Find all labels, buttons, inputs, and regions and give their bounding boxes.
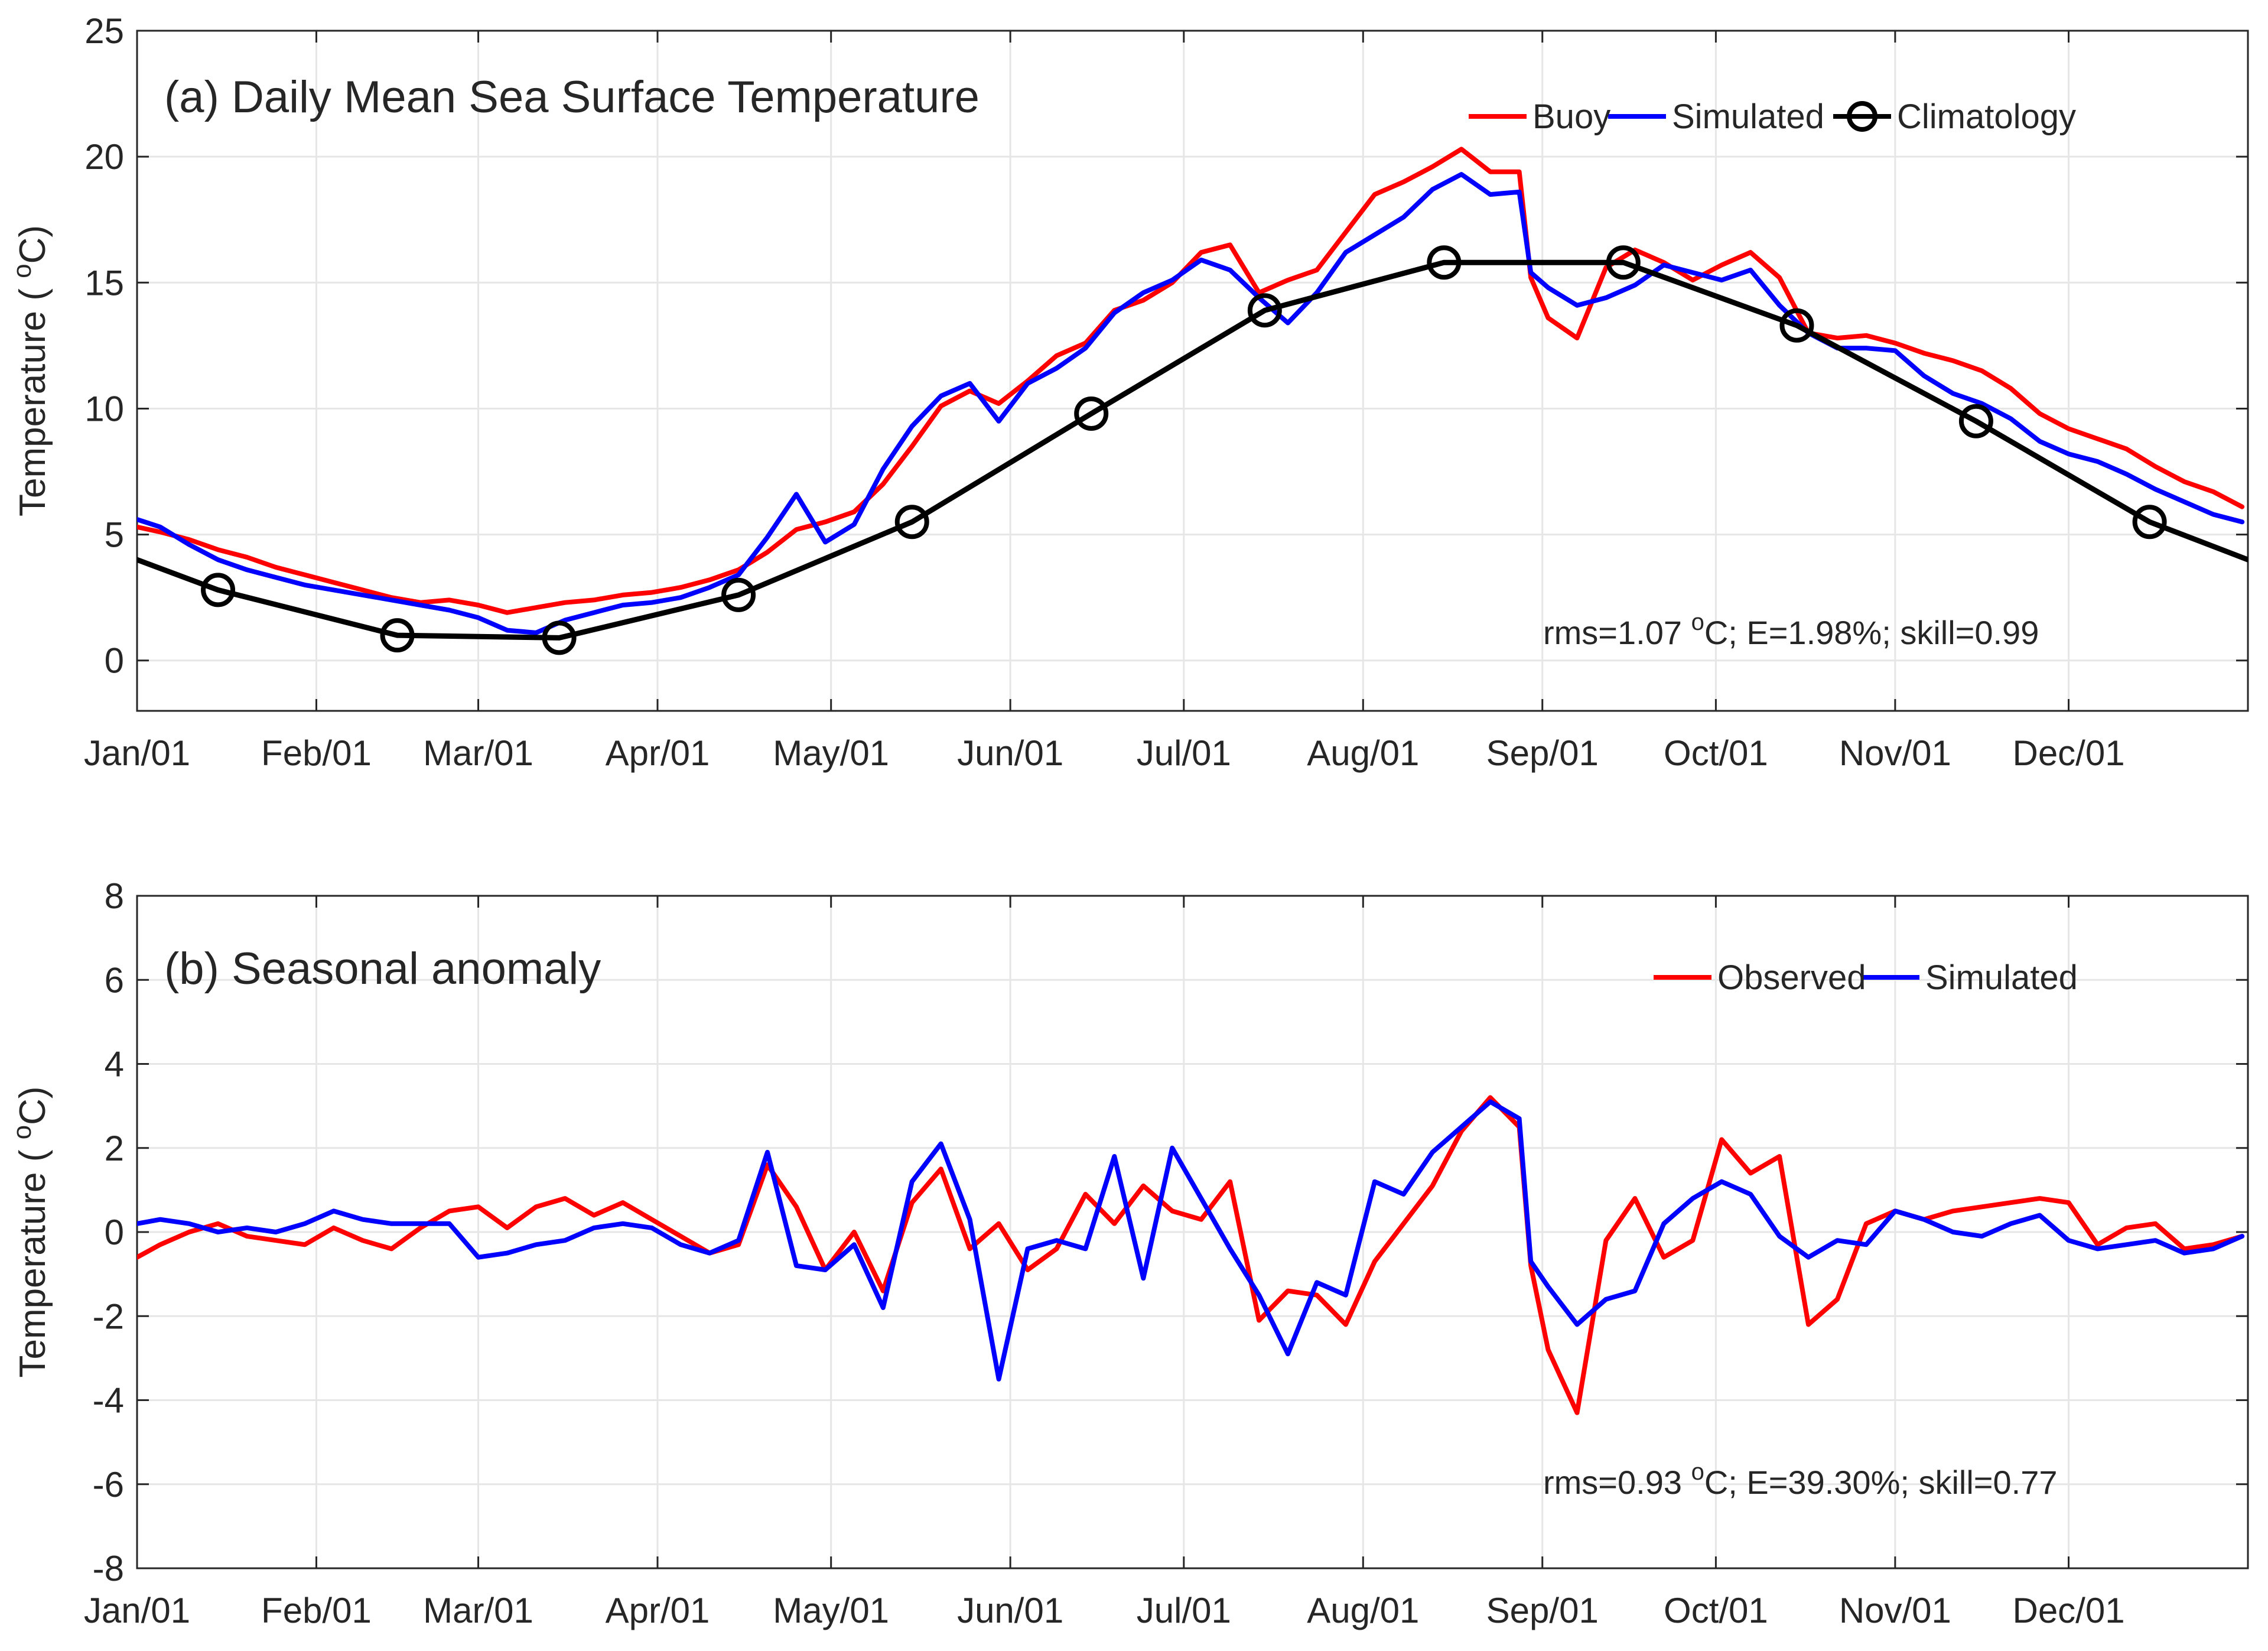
y-tick-label: -8 — [93, 1549, 124, 1588]
stats-annotation: rms=0.93 oC; E=39.30%; skill=0.77 — [1543, 1459, 2058, 1501]
y-axis-label-sup: o — [8, 264, 37, 278]
x-tick-label: May/01 — [773, 1591, 889, 1630]
x-tick-label: May/01 — [773, 733, 889, 773]
legend-label-buoy: Buoy — [1532, 98, 1610, 136]
series-point-climatology — [2132, 505, 2167, 540]
x-tick-label: Apr/01 — [606, 733, 710, 773]
legend-label-simulated: Simulated — [1925, 958, 2078, 997]
series-point-climatology — [721, 577, 756, 612]
x-tick-label: Jul/01 — [1137, 733, 1231, 773]
x-tick-label: Oct/01 — [1664, 1591, 1768, 1630]
y-tick-label: 2 — [105, 1129, 124, 1168]
series-line-observed — [137, 1095, 2245, 1415]
series-point-climatology — [380, 618, 415, 653]
series-line-simulated — [137, 1099, 2245, 1382]
y-tick-label: 5 — [105, 515, 124, 555]
x-tick-label: Feb/01 — [261, 1591, 372, 1630]
y-axis-label: Temperature ( oC) — [8, 1086, 53, 1377]
y-axis-label-sup: o — [8, 1125, 37, 1139]
y-tick-label: 8 — [105, 876, 124, 916]
x-tick-label: Mar/01 — [423, 1591, 533, 1630]
legend-marker-climatology — [1847, 101, 1877, 132]
legend-label-simulated: Simulated — [1672, 98, 1824, 136]
x-tick-label: Jun/01 — [957, 1591, 1063, 1630]
series-line-buoy — [137, 147, 2245, 615]
y-tick-label: 4 — [105, 1045, 124, 1084]
x-tick-label: Sep/01 — [1486, 733, 1599, 773]
x-tick-label: Apr/01 — [606, 1591, 710, 1630]
panel-a: 0 5 10 15 20 25 Jan/01 Feb/01 Mar/01 Apr/01 May/01… — [8, 11, 2249, 773]
x-tick-label: Jun/01 — [957, 733, 1063, 773]
stats-prefix: rms=0.93 — [1543, 1464, 1691, 1501]
y-tick-label: -4 — [93, 1381, 124, 1421]
x-tick-label: Jul/01 — [1137, 1591, 1231, 1630]
stats-prefix: rms=1.07 — [1543, 614, 1691, 651]
y-tick-label: 0 — [105, 641, 124, 681]
y-axis-label: Temperature ( oC) — [8, 225, 53, 516]
y-tick-label: 0 — [105, 1213, 124, 1252]
x-tick-label: Dec/01 — [2012, 733, 2124, 773]
stats-sup: o — [1691, 1459, 1704, 1485]
series-point-climatology — [1427, 245, 1462, 280]
legend: Simulated Observed — [1654, 958, 2078, 997]
x-tick-label: Nov/01 — [1839, 733, 1951, 773]
x-tick-label: Jan/01 — [84, 1591, 190, 1630]
x-tick-label: Oct/01 — [1664, 733, 1768, 773]
series-point-climatology — [1247, 293, 1282, 328]
y-axis-label-prefix: Temperature ( — [12, 278, 53, 516]
x-tick-label: Sep/01 — [1486, 1591, 1599, 1630]
series-line-simulated — [137, 172, 2245, 635]
series-line-climatology — [137, 259, 2248, 641]
series-point-climatology — [1606, 245, 1641, 280]
series-point-climatology — [1074, 396, 1109, 431]
y-tick-label: 10 — [84, 389, 124, 428]
y-tick-label: 25 — [84, 11, 124, 51]
stats-suffix: C; E=39.30%; skill=0.77 — [1704, 1464, 2058, 1501]
series-point-climatology — [542, 620, 577, 655]
stats-sup: o — [1691, 609, 1704, 635]
y-tick-label: -6 — [93, 1465, 124, 1504]
x-tick-label: Dec/01 — [2012, 1591, 2124, 1630]
chart-title: (b) Seasonal anomaly — [164, 944, 601, 994]
y-axis-label-suffix: C) — [12, 1086, 53, 1124]
legend: Climatology Simulated Buoy — [1469, 98, 2076, 136]
x-tick-label: Feb/01 — [261, 733, 372, 773]
x-tick-label: Jan/01 — [84, 733, 190, 773]
y-tick-label: 20 — [84, 137, 124, 177]
y-axis-label-prefix: Temperature ( — [12, 1139, 53, 1377]
chart-title: (a) Daily Mean Sea Surface Temperature — [164, 72, 980, 122]
x-tick-label: Nov/01 — [1839, 1591, 1951, 1630]
stats-suffix: C; E=1.98%; skill=0.99 — [1704, 614, 2039, 651]
y-axis-label-suffix: C) — [12, 225, 53, 264]
plot-area-border — [136, 30, 2249, 712]
y-tick-label: 6 — [105, 960, 124, 1000]
legend-label-climatology: Climatology — [1897, 98, 2076, 136]
y-tick-label: -2 — [93, 1296, 124, 1336]
x-tick-label: Aug/01 — [1307, 733, 1419, 773]
legend-label-observed: Observed — [1717, 958, 1866, 997]
series-point-climatology — [1958, 404, 1993, 438]
x-tick-label: Aug/01 — [1307, 1591, 1419, 1630]
series-point-climatology — [894, 505, 929, 540]
series-point-climatology — [201, 573, 236, 607]
x-tick-label: Mar/01 — [423, 733, 533, 773]
y-tick-label: 15 — [84, 263, 124, 303]
stats-annotation: rms=1.07 oC; E=1.98%; skill=0.99 — [1543, 609, 2039, 651]
series-point-climatology — [1779, 308, 1814, 343]
panel-b: -8 -6 -4 -2 0 2 4 6 8 Jan/01 Feb/01 Mar/01 Apr/01 May… — [8, 876, 2249, 1630]
